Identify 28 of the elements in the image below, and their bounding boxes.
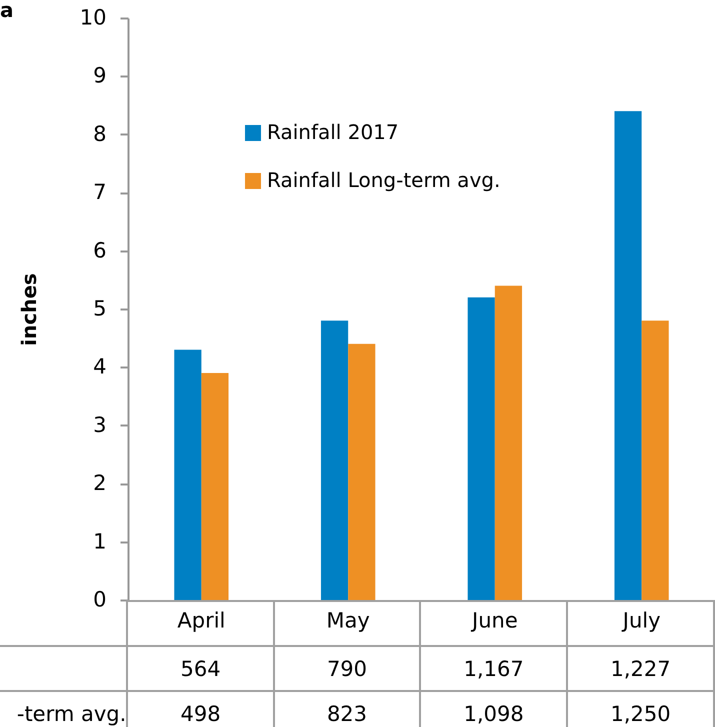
legend-label: Rainfall 2017 — [267, 120, 399, 144]
text: 823 — [274, 691, 420, 727]
y-tick-label: 7 — [93, 180, 106, 204]
y-tick-label: 1 — [93, 529, 106, 554]
y-tick-label: 3 — [93, 412, 106, 437]
x-tick-label: July — [620, 608, 661, 632]
y-tick-label: 2 — [93, 471, 106, 496]
text: -term avg. — [0, 691, 128, 727]
y-tick-label: 6 — [93, 238, 106, 262]
y-tick-label: 10 — [80, 6, 106, 30]
y-tick-label: 9 — [93, 64, 106, 88]
y-tick-label: 8 — [93, 122, 106, 146]
x-tick-label: April — [177, 608, 226, 632]
text: 564 — [127, 646, 274, 691]
y-axis-title: inches — [16, 273, 41, 346]
y-tick-label: 5 — [93, 296, 106, 320]
text: 498 — [127, 691, 274, 727]
text: a — [0, 0, 14, 22]
x-tick-label: May — [326, 608, 370, 632]
text: 1,250 — [567, 691, 714, 727]
text: 1,227 — [567, 646, 714, 691]
legend-label: Rainfall Long-term avg. — [267, 168, 500, 192]
text: 790 — [274, 646, 420, 691]
y-tick-label: 4 — [93, 354, 106, 379]
y-tick-label: 0 — [93, 588, 106, 612]
text: 1,167 — [420, 646, 568, 691]
x-tick-label: June — [470, 608, 518, 632]
text: 1,098 — [420, 691, 568, 727]
